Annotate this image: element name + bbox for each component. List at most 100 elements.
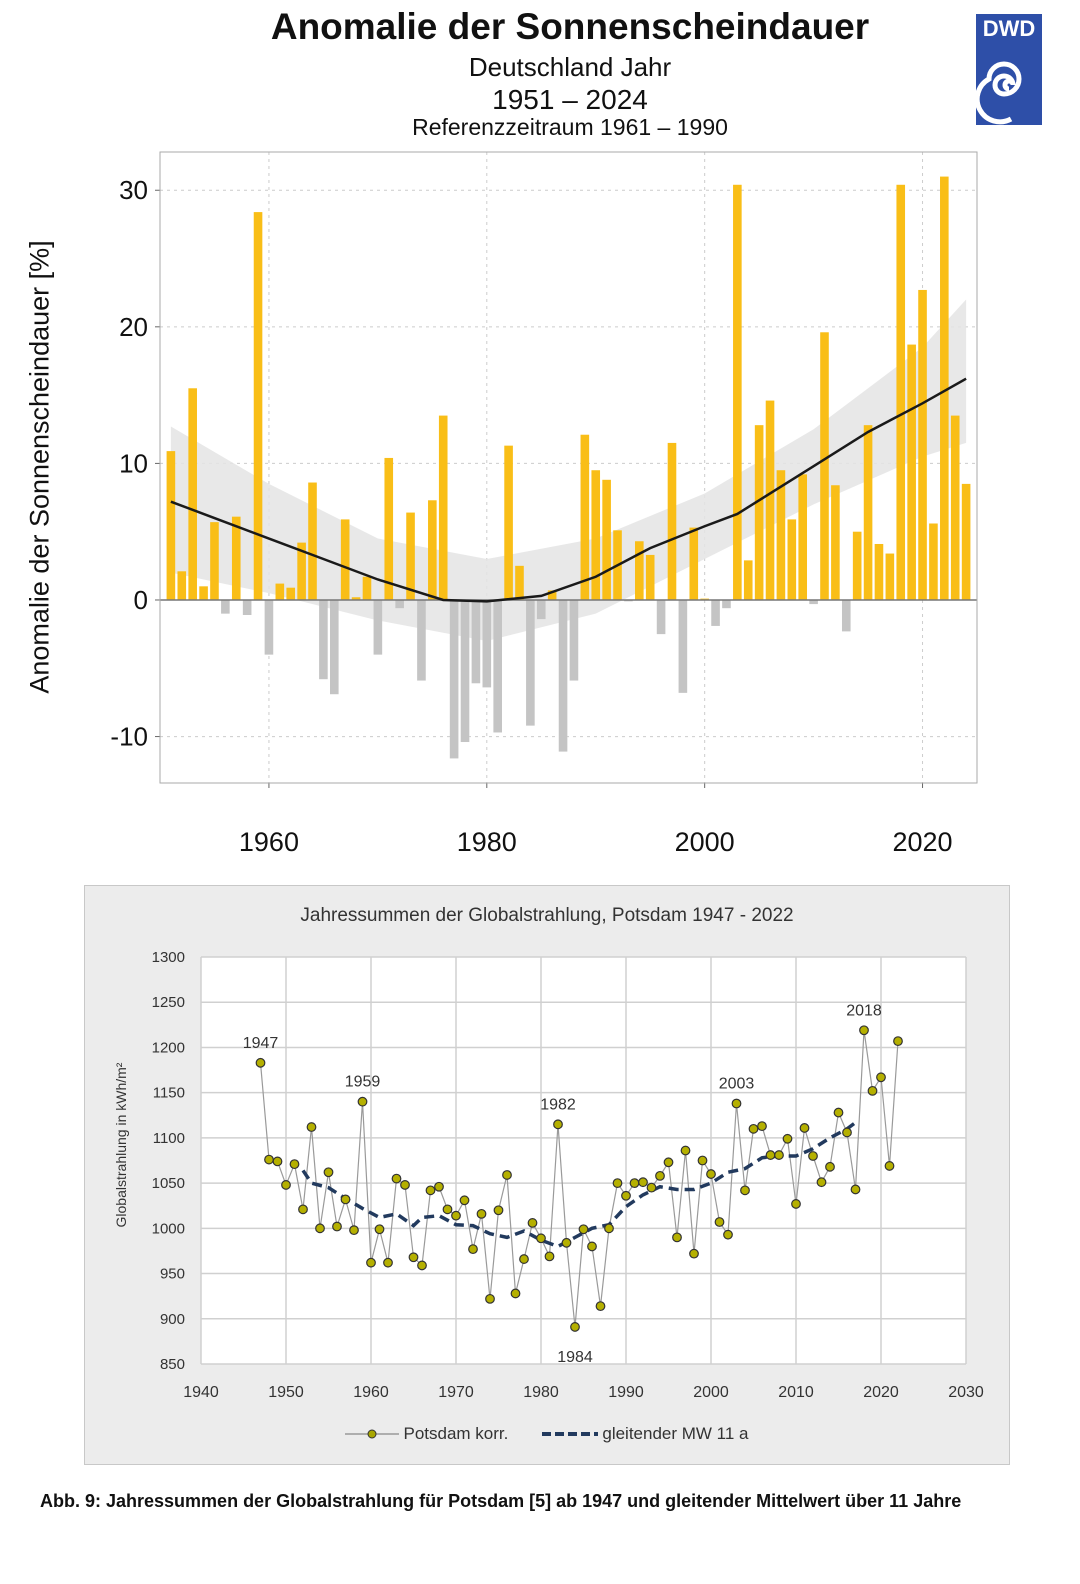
y-tick-label: 10 [119, 448, 148, 478]
figure-caption: Abb. 9: Jahressummen der Globalstrahlung… [40, 1491, 962, 1511]
annotation-1982: 1982 [540, 1096, 576, 1113]
y-tick-label: 1050 [152, 1175, 185, 1192]
x-tick-label: 1980 [457, 827, 517, 857]
bar-1974 [417, 599, 426, 681]
y-tick-label: 20 [119, 312, 148, 342]
y-tick-label: 1100 [153, 1130, 185, 1147]
trend-line [170, 377, 967, 603]
data-point-2002 [723, 1229, 733, 1240]
x-tick-label: 2020 [892, 827, 952, 857]
bar-1961 [275, 583, 285, 600]
data-point-1964 [400, 1180, 410, 1190]
data-point-1986 [587, 1241, 597, 1252]
bar-2022 [940, 176, 949, 600]
bar-1968 [351, 597, 361, 600]
bar-1954 [199, 586, 208, 600]
bar-1967 [340, 519, 350, 600]
chart-period: 1951 – 2024 [492, 84, 648, 115]
data-point-1990 [621, 1190, 631, 1201]
bar-2003 [733, 184, 742, 600]
annotation-2003: 2003 [719, 1076, 755, 1093]
bar-1969 [362, 576, 372, 600]
bar-1997 [667, 442, 677, 600]
y-tick-label: 1300 [152, 949, 185, 966]
bar-2014 [852, 531, 862, 600]
data-point-2012 [808, 1151, 818, 1161]
series-line-potsdam [259, 1030, 899, 1327]
data-point-1971 [459, 1195, 470, 1206]
bar-2008 [787, 519, 797, 600]
bar-2019 [907, 344, 916, 600]
data-point-1973 [476, 1208, 487, 1219]
x-tick-label: 1960 [353, 1384, 389, 1401]
bar-1981 [493, 599, 502, 733]
data-point-2016 [842, 1127, 852, 1138]
data-point-1954 [315, 1223, 325, 1234]
bar-1995 [645, 554, 655, 600]
bar-2017 [885, 553, 895, 600]
bar-1959 [253, 212, 263, 600]
y-tick-label: 900 [160, 1311, 185, 1328]
plot-area [201, 957, 966, 1364]
data-point-1977 [510, 1288, 521, 1299]
bar-1963 [297, 542, 306, 600]
bar-1999 [689, 527, 699, 600]
x-tick-label: 1990 [608, 1384, 644, 1401]
y-tick-label: 850 [160, 1356, 185, 1373]
bar-1972 [395, 599, 404, 609]
bar-2020 [918, 289, 927, 600]
data-point-2008 [774, 1150, 784, 1160]
spiral-icon [976, 61, 1022, 125]
dwd-logo: DWD [976, 14, 1042, 125]
bar-1996 [656, 599, 666, 635]
bar-1977 [449, 599, 459, 759]
chart-title: Anomalie der Sonnenscheindauer [270, 6, 870, 47]
data-point-1969 [442, 1204, 453, 1215]
sunshine-anomaly-chart: -10 0 10 20 30 1960 1980 2000 2020 [110, 151, 978, 857]
bar-1956 [221, 599, 230, 614]
data-point-1951 [289, 1159, 300, 1170]
annotation-1947: 1947 [243, 1035, 279, 1052]
data-point-2015 [833, 1107, 844, 1118]
bar-1982 [504, 445, 513, 600]
data-point-1947 [255, 1057, 266, 1068]
legend-dashed-line [542, 1432, 599, 1436]
bar-1957 [231, 516, 241, 600]
data-point-1956 [332, 1221, 342, 1232]
x-tick-label: 2000 [675, 827, 735, 857]
chart-subtitle: Deutschland Jahr [468, 52, 672, 82]
y-tick-label: 0 [134, 585, 148, 615]
annotation-1959: 1959 [345, 1074, 381, 1091]
data-point-1985 [578, 1224, 589, 1235]
bar-1986 [547, 590, 557, 600]
data-point-1968 [434, 1181, 444, 1192]
data-point-2005 [748, 1123, 759, 1134]
data-point-1963 [391, 1173, 402, 1184]
data-point-1978 [519, 1254, 529, 1264]
data-point-1952 [298, 1204, 308, 1215]
legend: Potsdam korr. gleitender MW 11 a [84, 1424, 1010, 1444]
bar-2024 [961, 483, 971, 600]
annotation-1984: 1984 [557, 1349, 593, 1366]
data-point-2004 [740, 1185, 750, 1196]
x-tick-label: 2000 [693, 1384, 729, 1401]
data-point-2011 [799, 1123, 810, 1133]
legend-item-potsdam: Potsdam korr. [345, 1424, 508, 1444]
data-point-1967 [425, 1185, 436, 1196]
data-point-2021 [884, 1161, 895, 1171]
y-tick-label: -10 [110, 722, 148, 752]
data-point-2022 [893, 1036, 903, 1047]
bar-1976 [438, 415, 448, 600]
data-point-1953 [306, 1122, 317, 1132]
bar-1985 [536, 599, 546, 620]
legend-label: gleitender MW 11 a [602, 1424, 749, 1443]
data-point-1998 [689, 1248, 699, 1259]
data-point-1993 [646, 1182, 657, 1193]
bar-2011 [820, 332, 829, 600]
data-point-1988 [604, 1223, 614, 1234]
x-tick-label: 1950 [268, 1384, 304, 1401]
bar-1953 [188, 388, 197, 600]
bar-1952 [177, 571, 187, 600]
data-point-1980 [536, 1233, 546, 1244]
bar-2018 [896, 184, 906, 600]
